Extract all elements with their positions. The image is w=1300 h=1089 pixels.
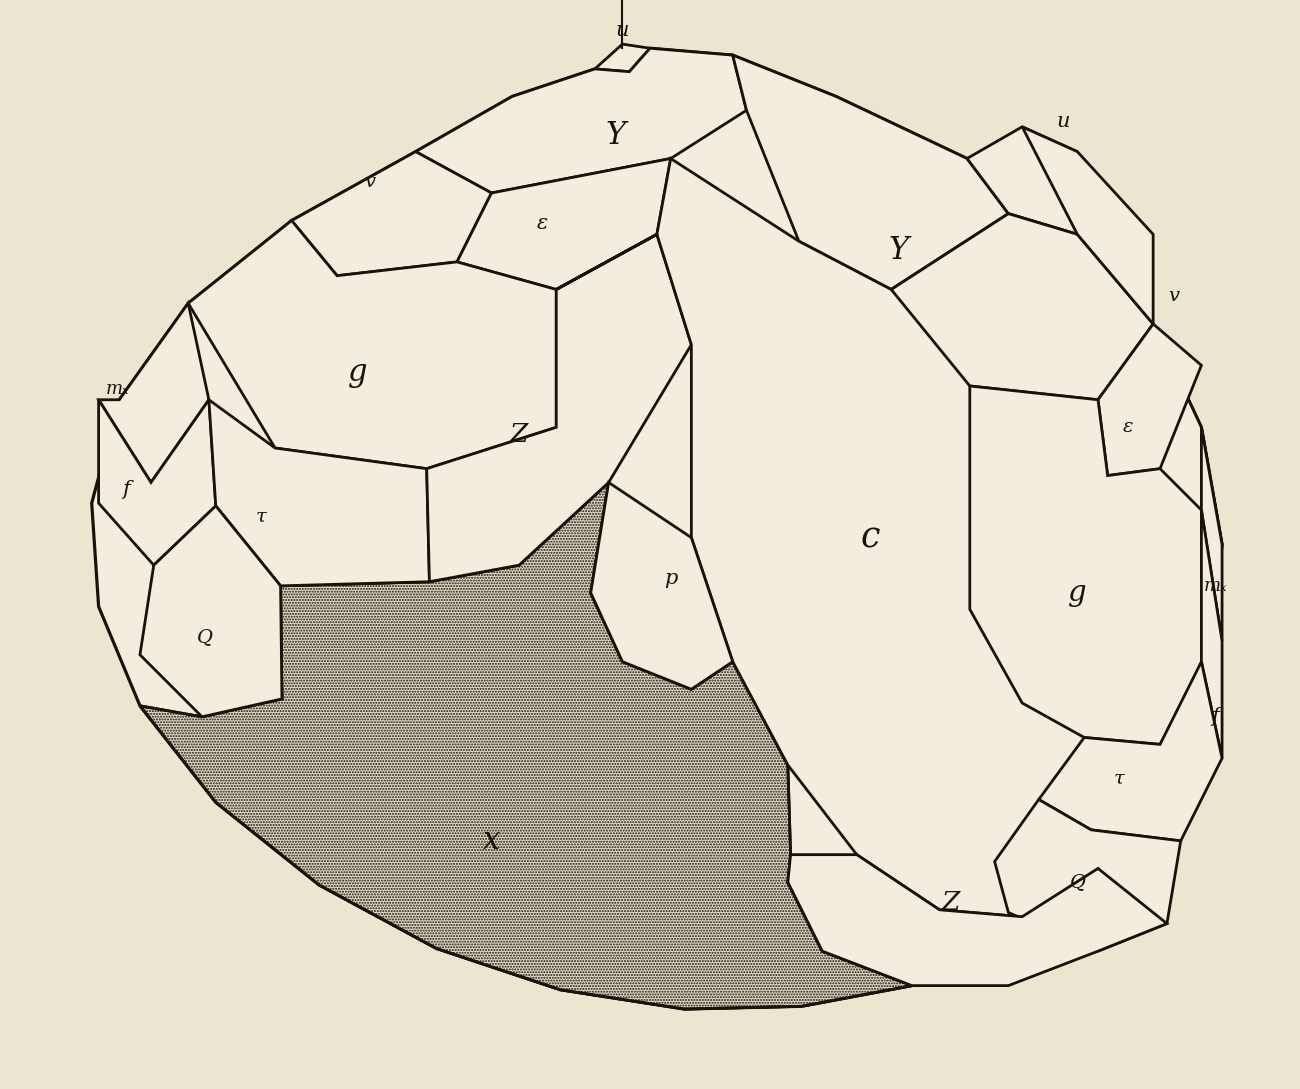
Text: u: u	[1057, 112, 1070, 131]
Text: Z: Z	[510, 421, 528, 446]
Polygon shape	[1201, 427, 1222, 641]
Text: ε: ε	[1123, 418, 1134, 437]
Polygon shape	[556, 159, 1222, 917]
Polygon shape	[140, 482, 911, 1010]
Polygon shape	[92, 48, 1222, 1010]
Text: mₓ: mₓ	[107, 380, 130, 397]
Polygon shape	[1039, 662, 1222, 841]
Polygon shape	[788, 855, 1167, 986]
Text: v: v	[1169, 287, 1179, 305]
Text: g: g	[348, 357, 368, 388]
Text: τ: τ	[1113, 770, 1124, 787]
Polygon shape	[426, 234, 692, 582]
Polygon shape	[733, 56, 1009, 290]
Polygon shape	[892, 213, 1153, 400]
Polygon shape	[1022, 126, 1153, 323]
Polygon shape	[967, 126, 1078, 234]
Text: Z: Z	[941, 891, 959, 916]
Text: g: g	[1069, 578, 1087, 607]
Text: Q: Q	[196, 628, 213, 646]
Polygon shape	[595, 45, 650, 72]
Polygon shape	[1201, 510, 1222, 758]
Text: c: c	[861, 521, 880, 554]
Polygon shape	[458, 159, 671, 290]
Text: mₓ: mₓ	[1204, 577, 1227, 595]
Text: Q: Q	[1070, 873, 1085, 891]
Polygon shape	[209, 400, 429, 586]
Text: v: v	[365, 173, 376, 191]
Text: Y: Y	[888, 235, 909, 267]
Text: Y: Y	[606, 120, 625, 150]
Text: f: f	[1212, 708, 1219, 726]
Polygon shape	[590, 482, 733, 689]
Text: p: p	[664, 570, 677, 588]
Polygon shape	[99, 303, 209, 482]
Text: f: f	[122, 480, 130, 499]
Polygon shape	[291, 151, 491, 276]
Polygon shape	[99, 400, 216, 565]
Polygon shape	[416, 48, 746, 193]
Polygon shape	[994, 799, 1180, 951]
Polygon shape	[188, 221, 556, 468]
Polygon shape	[1098, 323, 1201, 476]
Text: τ: τ	[256, 507, 266, 526]
Text: u: u	[616, 21, 629, 40]
Polygon shape	[140, 506, 282, 717]
Text: ε: ε	[537, 213, 549, 233]
Text: x: x	[482, 825, 500, 856]
Polygon shape	[970, 386, 1208, 745]
